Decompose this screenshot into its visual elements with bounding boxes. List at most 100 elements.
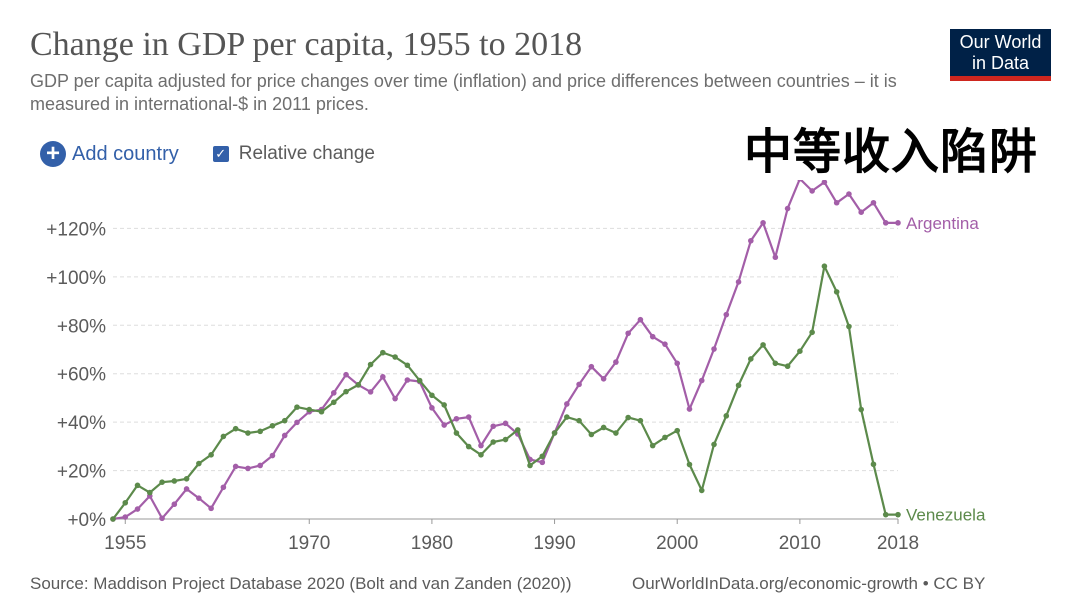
data-point: [821, 180, 828, 185]
data-point: [797, 348, 803, 354]
chart-controls: + Add country ✓ Relative change: [40, 140, 375, 168]
data-point: [662, 341, 668, 347]
add-country-button[interactable]: + Add country: [40, 141, 179, 167]
data-point: [809, 188, 815, 194]
x-tick-label: 2010: [779, 533, 821, 554]
data-point: [895, 511, 901, 518]
data-point: [760, 220, 766, 226]
data-point: [171, 501, 178, 508]
data-point: [110, 516, 116, 522]
data-point: [355, 382, 362, 388]
data-point: [330, 390, 337, 396]
data-point: [404, 362, 411, 369]
data-point: [294, 419, 300, 426]
data-point: [478, 442, 484, 449]
y-tick-label: +40%: [57, 413, 106, 434]
data-point: [269, 422, 276, 429]
data-point: [588, 363, 595, 370]
data-point: [662, 434, 668, 441]
data-point: [711, 441, 717, 448]
data-point: [711, 346, 717, 352]
data-point: [257, 428, 263, 435]
data-point: [821, 263, 828, 270]
chart-subtitle: GDP per capita adjusted for price change…: [30, 71, 897, 114]
y-tick-label: +60%: [57, 365, 106, 386]
data-point: [613, 359, 619, 365]
data-point: [539, 459, 546, 466]
data-point: [392, 354, 398, 360]
x-tick-label: 2000: [656, 533, 698, 554]
relative-change-label: Relative change: [238, 143, 375, 164]
data-point: [539, 453, 546, 460]
logo-line-1: Our World: [959, 32, 1042, 52]
data-point: [281, 417, 288, 424]
data-point: [600, 424, 607, 431]
data-point: [404, 377, 411, 383]
data-point: [882, 511, 889, 518]
axes: +0% +20% +40% +60% +80% +100% +120% 1955 1970 198…: [46, 219, 919, 554]
license-link[interactable]: OurWorldInData.org/economic-growth • CC …: [632, 574, 986, 593]
data-point: [772, 360, 779, 367]
data-point: [772, 254, 779, 261]
data-point: [698, 487, 705, 494]
data-point: [429, 392, 435, 399]
data-point: [858, 406, 865, 413]
data-point: [760, 342, 766, 348]
data-point: [846, 191, 852, 197]
series-line-venezuela: [112, 265, 898, 520]
x-tick-label: 1980: [411, 533, 453, 554]
data-point: [674, 427, 681, 434]
data-point: [245, 430, 251, 436]
data-point: [637, 316, 644, 323]
series-label-venezuela: Venezuela: [906, 506, 986, 525]
y-tick-label: +120%: [46, 219, 106, 240]
data-point: [343, 371, 349, 378]
chart-title: Change in GDP per capita, 1955 to 2018: [30, 26, 583, 63]
data-point: [735, 279, 742, 285]
grid-lines: [113, 227, 898, 472]
data-point: [183, 486, 190, 492]
data-point: [576, 381, 582, 388]
data-point: [637, 417, 644, 424]
data-point: [502, 420, 509, 427]
checkbox-checked-icon[interactable]: ✓: [212, 146, 229, 162]
add-country-label: Add country: [72, 142, 179, 165]
data-point: [551, 430, 558, 436]
data-point: [269, 452, 276, 459]
data-point: [441, 422, 447, 428]
data-point: [122, 514, 129, 520]
x-tick-label: 1955: [104, 533, 146, 554]
data-point: [870, 461, 877, 468]
data-point: [171, 478, 178, 484]
data-point: [797, 180, 803, 182]
data-point: [698, 377, 705, 384]
data-point: [453, 415, 460, 422]
data-point: [208, 452, 214, 458]
data-point: [514, 427, 521, 433]
data-point: [686, 461, 693, 468]
source-note: Source: Maddison Project Database 2020 (…: [30, 574, 572, 593]
overlay-caption: 中等收入陷阱: [744, 124, 1039, 180]
line-chart: +0% +20% +40% +60% +80% +100% +120% 1955 1970 198…: [46, 180, 986, 554]
data-point: [723, 311, 730, 318]
data-point: [392, 395, 398, 402]
plus-circle-icon: +: [40, 141, 66, 167]
data-point: [625, 414, 631, 421]
data-point: [833, 199, 840, 206]
data-point: [564, 414, 570, 420]
relative-change-toggle[interactable]: ✓ Relative change: [212, 143, 375, 165]
series-venezuela: Venezuela: [110, 263, 986, 525]
x-tick-label: 1970: [288, 533, 330, 554]
data-point: [257, 462, 263, 469]
data-point: [232, 463, 239, 470]
data-point: [686, 406, 693, 412]
data-point: [735, 382, 742, 389]
data-point: [674, 360, 681, 367]
owid-logo[interactable]: Our World in Data: [950, 29, 1051, 81]
data-point: [833, 289, 840, 295]
data-point: [196, 495, 202, 501]
data-point: [330, 399, 337, 406]
data-point: [846, 323, 852, 330]
series-label-argentina: Argentina: [906, 214, 979, 233]
data-point: [478, 452, 484, 458]
